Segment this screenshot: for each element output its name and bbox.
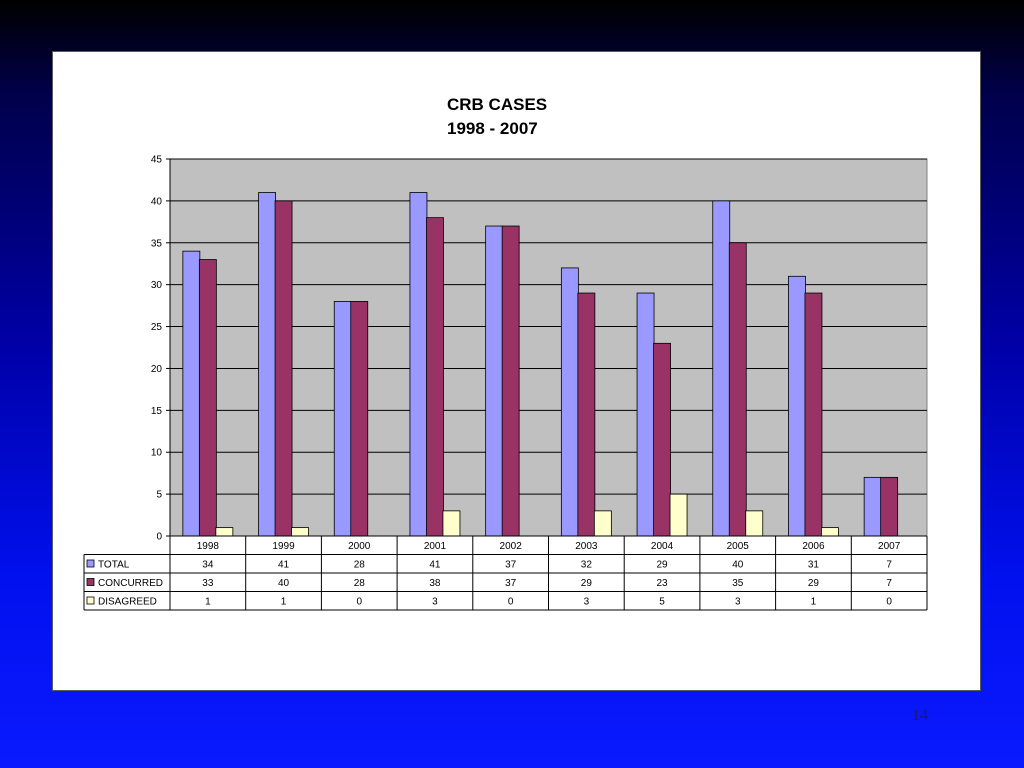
y-tick-label: 20 <box>151 364 163 375</box>
y-tick-label: 30 <box>151 280 163 291</box>
table-cell: 37 <box>505 578 517 589</box>
bar-disagreed-1999 <box>292 528 309 536</box>
table-cell: 3 <box>584 597 590 608</box>
bar-concurred-2001 <box>426 218 443 536</box>
bar-concurred-1999 <box>275 201 292 536</box>
bar-total-2004 <box>637 293 654 536</box>
y-tick-label: 0 <box>156 532 162 543</box>
table-cell: 41 <box>429 560 441 571</box>
table-cell: 3 <box>735 597 741 608</box>
y-tick-label: 40 <box>151 196 163 207</box>
bar-total-2005 <box>713 201 730 536</box>
table-cell: 40 <box>278 578 290 589</box>
bar-concurred-2007 <box>881 477 898 536</box>
chart-panel: CRB CASES 1998 - 2007 0 5 10 15 20 25 30 35 40 45… <box>52 51 981 691</box>
data-table: 1998 1999 2000 2001 2002 2003 2004 2005 2006 2007… <box>84 536 927 610</box>
bar-disagreed-2004 <box>670 494 687 536</box>
bar-total-2003 <box>561 268 578 536</box>
x-category-label: 1998 <box>197 541 220 552</box>
table-cell: 3 <box>432 597 438 608</box>
y-tick-label: 10 <box>151 448 163 459</box>
x-category-label: 2006 <box>802 541 825 552</box>
bar-total-2006 <box>788 276 805 536</box>
x-category-label: 2002 <box>500 541 523 552</box>
x-category-label: 2005 <box>727 541 750 552</box>
bar-concurred-2003 <box>578 293 595 536</box>
bar-concurred-1998 <box>199 260 216 536</box>
y-tick-label: 15 <box>151 406 163 417</box>
table-cell: 0 <box>508 597 514 608</box>
chart-area: CRB CASES 1998 - 2007 051015202530354045… <box>53 52 982 692</box>
bar-total-2002 <box>486 226 503 536</box>
table-cell: 23 <box>656 578 668 589</box>
y-tick-label: 45 <box>151 155 163 166</box>
table-cell: 37 <box>505 560 517 571</box>
table-cell: 34 <box>202 560 214 571</box>
legend-key-disagreed <box>87 597 94 604</box>
y-tick-label: 5 <box>156 490 162 501</box>
table-cell: 32 <box>581 560 593 571</box>
bar-total-2000 <box>334 301 351 536</box>
bar-disagreed-2003 <box>594 511 611 536</box>
table-cell: 7 <box>886 578 892 589</box>
bar-concurred-2000 <box>351 301 368 536</box>
table-cell: 7 <box>886 560 892 571</box>
legend-label-disagreed: DISAGREED <box>98 597 157 608</box>
bar-total-2007 <box>864 477 881 536</box>
page-number: 14 <box>912 707 942 725</box>
chart-title-line-1: CRB CASES <box>447 95 547 114</box>
legend-label-total: TOTAL <box>98 560 130 571</box>
legend-key-total <box>87 560 94 567</box>
legend-key-concurred <box>87 579 94 586</box>
table-cell: 31 <box>808 560 820 571</box>
bar-disagreed-2001 <box>443 511 460 536</box>
table-cell: 28 <box>354 578 366 589</box>
bar-total-1998 <box>183 251 200 536</box>
bar-concurred-2004 <box>654 343 671 536</box>
table-cell: 35 <box>732 578 744 589</box>
table-cell: 5 <box>659 597 665 608</box>
x-category-label: 2007 <box>878 541 901 552</box>
x-category-label: 1999 <box>272 541 295 552</box>
table-cell: 29 <box>656 560 668 571</box>
table-cell: 1 <box>811 597 817 608</box>
bar-disagreed-2006 <box>821 528 838 536</box>
table-cell: 28 <box>354 560 366 571</box>
bar-concurred-2005 <box>729 243 746 536</box>
plot-area: 0 5 10 15 20 25 30 35 40 45 <box>151 155 927 543</box>
table-cell: 0 <box>356 597 362 608</box>
bar-total-2001 <box>410 193 427 536</box>
table-cell: 29 <box>581 578 593 589</box>
bar-total-1999 <box>259 193 276 536</box>
bar-concurred-2002 <box>502 226 519 536</box>
x-category-label: 2003 <box>575 541 598 552</box>
table-cell: 29 <box>808 578 820 589</box>
y-tick-label: 25 <box>151 322 163 333</box>
chart-title-line-2: 1998 - 2007 <box>447 119 538 138</box>
bar-concurred-2006 <box>805 293 822 536</box>
table-cell: 40 <box>732 560 744 571</box>
table-cell: 0 <box>886 597 892 608</box>
table-cell: 38 <box>429 578 441 589</box>
bar-disagreed-2005 <box>746 511 763 536</box>
table-cell: 33 <box>202 578 214 589</box>
table-cell: 1 <box>281 597 287 608</box>
x-category-label: 2001 <box>424 541 447 552</box>
x-category-label: 2004 <box>651 541 674 552</box>
y-tick-label: 35 <box>151 238 163 249</box>
table-cell: 1 <box>205 597 211 608</box>
bar-disagreed-1998 <box>216 528 233 536</box>
table-cell: 41 <box>278 560 290 571</box>
legend-label-concurred: CONCURRED <box>98 578 163 589</box>
x-category-label: 2000 <box>348 541 371 552</box>
